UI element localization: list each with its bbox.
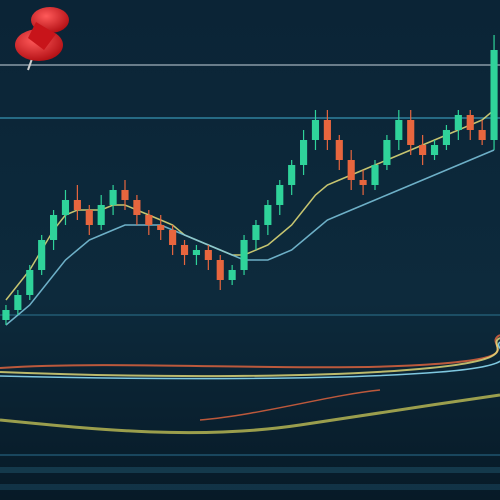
pin-icon (15, 7, 69, 71)
candle-body (311, 120, 320, 140)
candle-body (442, 130, 450, 145)
candle-body (395, 120, 403, 140)
candle-body (419, 145, 427, 155)
candle-body (73, 200, 81, 210)
candle-body (61, 200, 70, 215)
candle-body (145, 215, 153, 225)
candle-body (85, 210, 93, 225)
candle-body (430, 145, 439, 155)
lower-panel (0, 334, 500, 490)
plot-area (2, 35, 498, 326)
candle-body (14, 295, 22, 310)
candle-body (192, 250, 200, 255)
candle-body (133, 200, 141, 215)
candle-body (371, 165, 379, 185)
candle-body (169, 230, 177, 245)
candle-body (216, 260, 224, 280)
moving-average (5, 149, 495, 326)
candle-body (478, 130, 486, 140)
candle-body (228, 270, 236, 280)
candle-body (466, 115, 474, 130)
candle-body (383, 140, 391, 165)
candle-body (2, 310, 10, 320)
candle-body (490, 50, 498, 140)
candle-body (38, 240, 46, 270)
candle-body (347, 160, 355, 180)
candle-body (335, 140, 343, 160)
candle-body (26, 270, 34, 295)
candle-body (240, 240, 248, 270)
candle-body (288, 165, 296, 185)
candle-body (252, 225, 260, 240)
candle-body (180, 245, 189, 255)
candle-body (454, 115, 462, 130)
candle-body (121, 190, 129, 200)
candle-body (157, 225, 165, 230)
candle-body (50, 215, 58, 240)
candle-body (359, 180, 367, 185)
candle-body (300, 140, 308, 165)
candle-body (323, 120, 331, 140)
candle-body (204, 250, 212, 260)
candle-body (109, 190, 117, 205)
candle-body (407, 120, 415, 145)
candle-body (276, 185, 284, 205)
candle-body (97, 205, 105, 225)
candle-body (264, 205, 272, 225)
